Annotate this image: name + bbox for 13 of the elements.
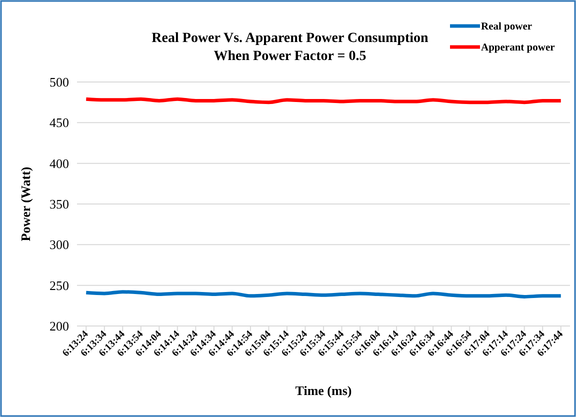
legend-label: Real power <box>481 22 532 33</box>
chart-subtitle: When Power Factor = 0.5 <box>214 49 366 64</box>
y-tick-label: 350 <box>50 196 69 212</box>
chart-title: Real Power Vs. Apparent Power Consumption <box>152 31 429 46</box>
y-tick-label: 400 <box>50 156 69 171</box>
y-tick-label: 200 <box>50 318 69 334</box>
y-tick-label: 300 <box>50 237 69 252</box>
y-axis-title: Power (Watt) <box>18 166 33 242</box>
x-axis-title: Time (ms) <box>295 383 352 398</box>
y-tick-label: 450 <box>50 115 69 130</box>
legend-label: Apperant power <box>481 42 556 54</box>
y-tick-label: 250 <box>50 278 69 293</box>
y-tick-label: 500 <box>50 74 69 90</box>
